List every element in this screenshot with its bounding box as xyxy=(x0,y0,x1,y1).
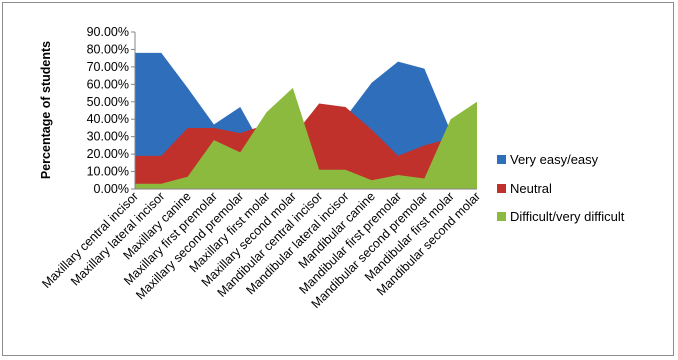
legend-swatch xyxy=(497,212,506,221)
y-tick-label: 40.00% xyxy=(87,112,129,126)
legend-label: Neutral xyxy=(510,181,552,196)
y-tick-label: 30.00% xyxy=(87,130,129,144)
y-axis-label: Percentage of students xyxy=(39,41,53,179)
y-tick-labels: 0.00% 10.00% 20.00% 30.00% 40.00% 50.00% 60.00… xyxy=(87,25,129,196)
legend-label: Difficult/very difficult xyxy=(510,209,625,224)
legend-label: Very easy/easy xyxy=(510,152,599,167)
y-tick-label: 60.00% xyxy=(87,77,129,91)
y-tick-label: 70.00% xyxy=(87,60,129,74)
legend-swatch xyxy=(497,184,506,193)
y-tick-label: 50.00% xyxy=(87,95,129,109)
axes-group xyxy=(131,31,477,190)
legend: Very easy/easy Neutral Difficult/very diff… xyxy=(497,152,625,224)
area-series-group xyxy=(135,52,477,190)
y-tick-label: 20.00% xyxy=(87,147,129,161)
area-series-3 xyxy=(135,87,477,189)
y-tick-label: 0.00% xyxy=(94,182,129,196)
legend-swatch xyxy=(497,155,506,164)
y-tick-label: 90.00% xyxy=(87,25,129,39)
y-tick-label: 10.00% xyxy=(87,165,129,179)
y-tick-label: 80.00% xyxy=(87,42,129,56)
